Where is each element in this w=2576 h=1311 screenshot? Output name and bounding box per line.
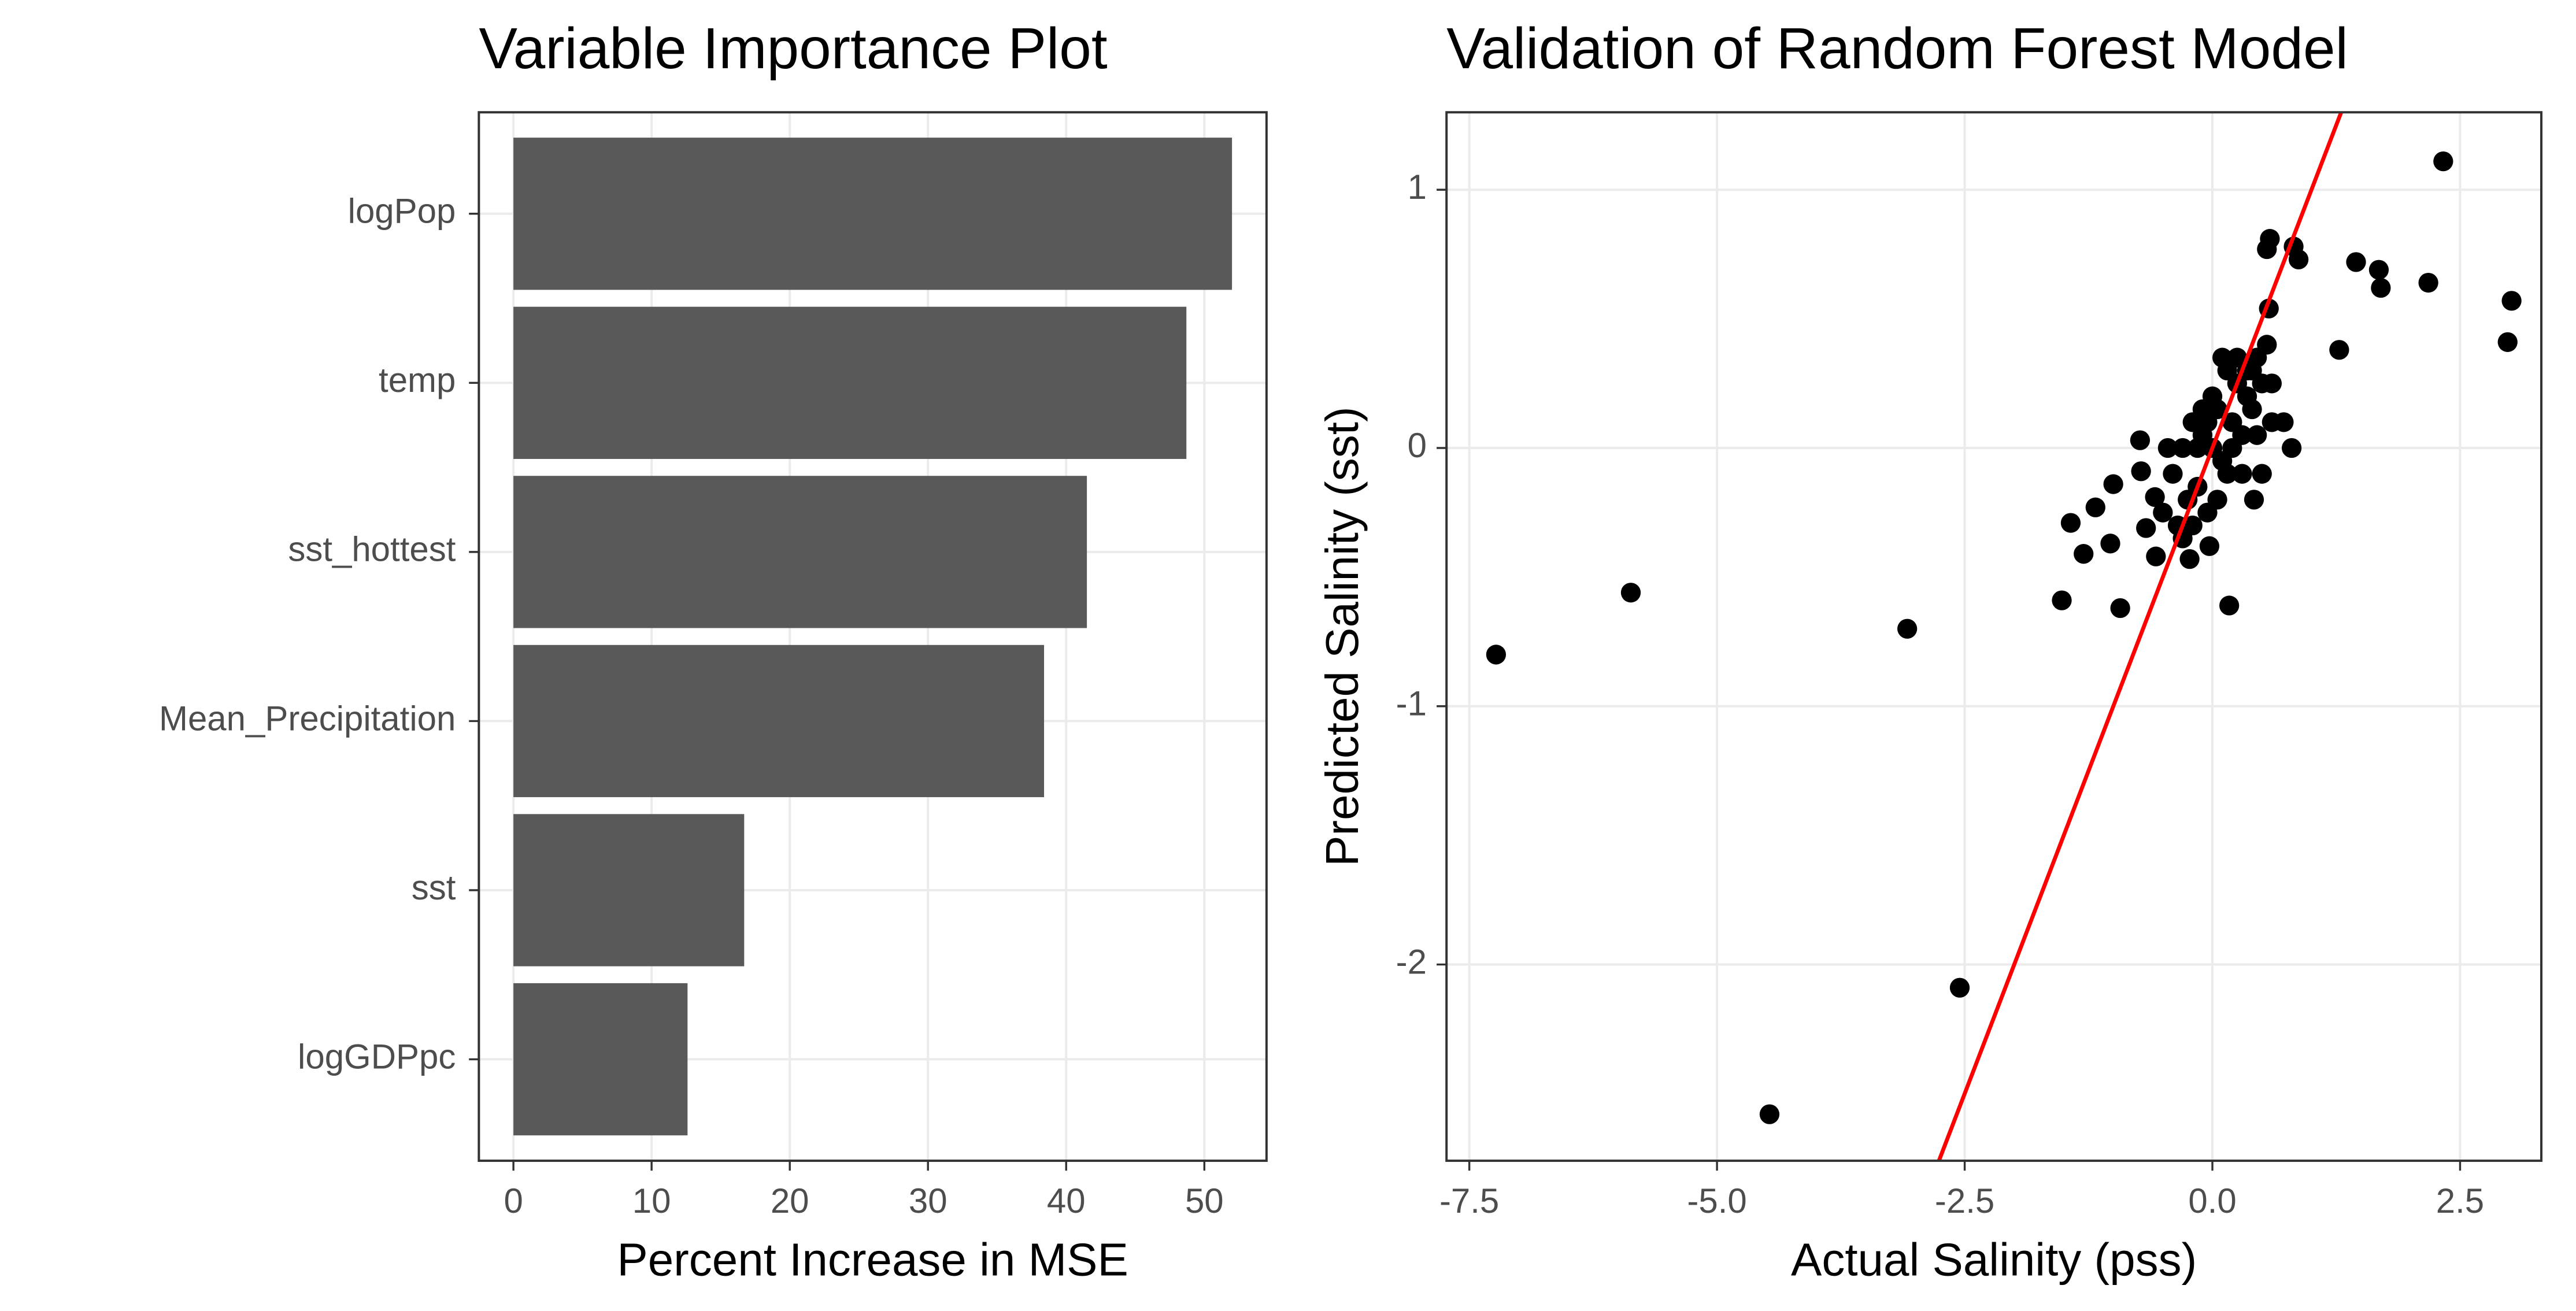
point <box>2199 536 2220 556</box>
point <box>2262 412 2282 432</box>
bar <box>513 983 688 1136</box>
point <box>2288 249 2309 270</box>
point <box>2131 461 2151 482</box>
y-tick-label: 1 <box>1408 168 1427 206</box>
bar <box>513 645 1045 798</box>
point <box>2247 425 2267 445</box>
point <box>2433 151 2453 172</box>
x-tick-label: 0 <box>504 1182 523 1220</box>
x-tick-label: -7.5 <box>1439 1182 1499 1220</box>
point <box>2257 335 2277 355</box>
bar <box>513 814 745 966</box>
bar <box>513 138 1233 290</box>
point <box>1486 645 1507 665</box>
x-tick-label: 40 <box>1047 1182 1086 1220</box>
point <box>2100 534 2120 554</box>
point <box>2222 438 2242 458</box>
bar <box>513 476 1087 628</box>
point <box>2217 464 2237 484</box>
point <box>2182 515 2203 536</box>
point <box>2157 438 2178 458</box>
point <box>2153 502 2173 523</box>
point <box>2188 438 2208 458</box>
point <box>2418 272 2438 293</box>
point <box>2260 229 2280 249</box>
y-tick-label: Mean_Precipitation <box>159 699 456 738</box>
point <box>2060 513 2081 533</box>
point <box>2501 291 2522 311</box>
y-tick-label: -2 <box>1396 942 1427 981</box>
point <box>2329 340 2349 360</box>
point <box>1949 977 1970 998</box>
point <box>2197 412 2218 432</box>
panel-border <box>478 111 1268 1162</box>
chart-title: Variable Importance Plot <box>479 16 1107 81</box>
x-tick-label: 2.5 <box>2436 1182 2484 1220</box>
point <box>1759 1104 1780 1124</box>
x-axis-title: Actual Salinity (pss) <box>1791 1234 2197 1285</box>
x-axis-title: Percent Increase in MSE <box>617 1234 1128 1285</box>
chart-title: Validation of Random Forest Model <box>1446 16 2348 81</box>
y-tick-label: logGDPpc <box>298 1037 456 1076</box>
point <box>2262 373 2282 394</box>
point <box>2202 386 2223 406</box>
point <box>2074 544 2094 564</box>
point <box>2136 518 2156 538</box>
point <box>2163 464 2183 484</box>
y-tick-label: 0 <box>1408 426 1427 465</box>
x-tick-label: 30 <box>909 1182 948 1220</box>
panel-border <box>1445 111 2543 1162</box>
point <box>2085 497 2105 517</box>
point <box>2052 590 2072 610</box>
point <box>2179 549 2200 569</box>
point <box>2252 464 2272 484</box>
point <box>2281 438 2302 458</box>
point <box>2368 260 2389 280</box>
point <box>2207 490 2227 510</box>
y-tick-label: sst <box>412 868 456 907</box>
y-tick-label: logPop <box>348 192 456 231</box>
x-tick-label: -5.0 <box>1687 1182 1746 1220</box>
y-tick-label: temp <box>379 361 456 399</box>
point <box>2232 464 2252 484</box>
y-axis-title: Predicted Salinity (sst) <box>1316 406 1368 866</box>
point <box>2219 595 2240 616</box>
x-tick-label: 10 <box>632 1182 671 1220</box>
y-tick-label: -1 <box>1396 684 1427 723</box>
point <box>2497 332 2518 352</box>
reference-line <box>1937 112 2344 1161</box>
point <box>1897 619 1918 639</box>
bar <box>513 306 1187 459</box>
x-tick-label: -2.5 <box>1935 1182 1994 1220</box>
point <box>2212 347 2233 368</box>
point <box>2110 598 2130 619</box>
x-tick-label: 20 <box>771 1182 809 1220</box>
x-tick-label: 0.0 <box>2188 1182 2236 1220</box>
point <box>2103 474 2123 494</box>
point <box>2346 252 2366 272</box>
point <box>2172 438 2193 458</box>
point <box>2371 277 2391 298</box>
point <box>2242 399 2262 420</box>
point <box>2244 490 2264 510</box>
point <box>2130 430 2151 450</box>
point <box>1620 583 1641 603</box>
x-tick-label: 50 <box>1185 1182 1224 1220</box>
point <box>2146 546 2166 566</box>
point <box>2145 487 2165 508</box>
y-tick-label: sst_hottest <box>288 530 456 569</box>
